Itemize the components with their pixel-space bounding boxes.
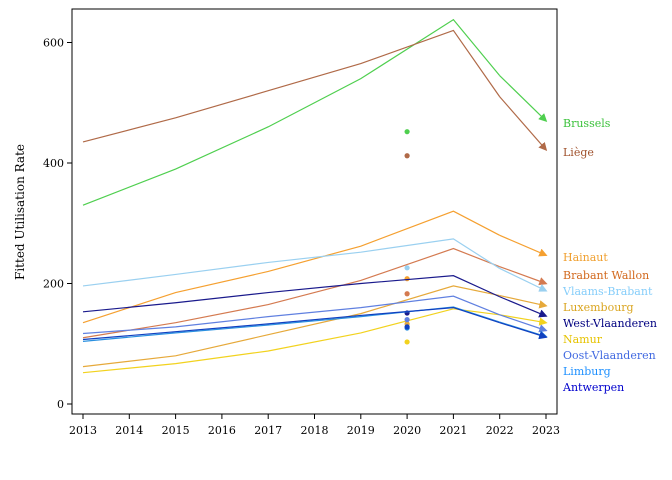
x-tick-label: 2022 [486, 424, 514, 437]
series-arrow [499, 75, 548, 122]
series-line [82, 275, 500, 313]
series-line [82, 238, 501, 287]
data-point-2020 [404, 324, 410, 330]
series-line [82, 285, 500, 368]
series-arrow [499, 294, 548, 309]
series-line [82, 29, 501, 143]
series-label: Liège [563, 146, 594, 159]
axes: 2013 2014 2015 2016 2017 2018 2019 2020 2021 2022… [43, 8, 560, 437]
series-labels: Brussels Liège Hainaut Brabant Wallon Vlaams… [562, 117, 657, 394]
series-line [82, 306, 500, 342]
series-line [82, 210, 500, 324]
series-line [82, 295, 500, 335]
series-arrow [499, 96, 548, 152]
x-tick-label: 2020 [393, 424, 421, 437]
x-tick-label: 2016 [208, 424, 236, 437]
series-label: Brabant Wallon [563, 269, 649, 282]
series-label: Limburg [563, 365, 611, 378]
x-tick-label: 2013 [69, 424, 97, 437]
series-arrow [499, 314, 548, 333]
y-tick-label: 400 [43, 157, 64, 170]
data-point-2020 [404, 265, 410, 271]
x-tick-label: 2018 [301, 424, 329, 437]
y-tick-label: 600 [43, 37, 64, 50]
series-label: West-Vlaanderen [563, 317, 657, 330]
data-point-2020 [404, 153, 410, 159]
y-tick-label: 0 [57, 398, 64, 411]
series-arrow [499, 267, 548, 292]
series-label: Vlaams-Brabant [562, 285, 653, 298]
series-label: Luxembourg [563, 301, 634, 314]
series-line [82, 308, 500, 374]
series-arrow [499, 296, 548, 318]
series-line [82, 18, 501, 206]
data-point-2020 [404, 317, 410, 323]
data-point-2020 [404, 129, 410, 135]
series-arrow [499, 266, 548, 286]
series-arrow [499, 314, 548, 326]
data-point-2020 [404, 291, 410, 297]
series-arrow [499, 234, 548, 257]
plot-area [82, 18, 548, 374]
x-tick-label: 2015 [162, 424, 190, 437]
data-point-2020 [404, 339, 410, 345]
data-point-2020 [404, 276, 410, 282]
x-tick-label: 2014 [115, 424, 143, 437]
series-line [82, 306, 500, 341]
x-tick-label: 2021 [439, 424, 467, 437]
series-label: Oost-Vlaanderen [563, 349, 656, 362]
series-label: Antwerpen [562, 381, 624, 394]
plot-frame [71, 8, 558, 415]
x-tick-label: 2017 [254, 424, 282, 437]
x-tick-label: 2023 [532, 424, 560, 437]
x-tick-label: 2019 [347, 424, 375, 437]
series-label: Hainaut [563, 251, 608, 264]
series-label: Namur [563, 333, 603, 346]
series-label: Brussels [563, 117, 611, 130]
y-tick-label: 200 [43, 278, 64, 291]
series-line [82, 247, 500, 339]
series-arrow [499, 322, 548, 340]
y-axis-label: Fitted Utilisation Rate [13, 144, 27, 280]
